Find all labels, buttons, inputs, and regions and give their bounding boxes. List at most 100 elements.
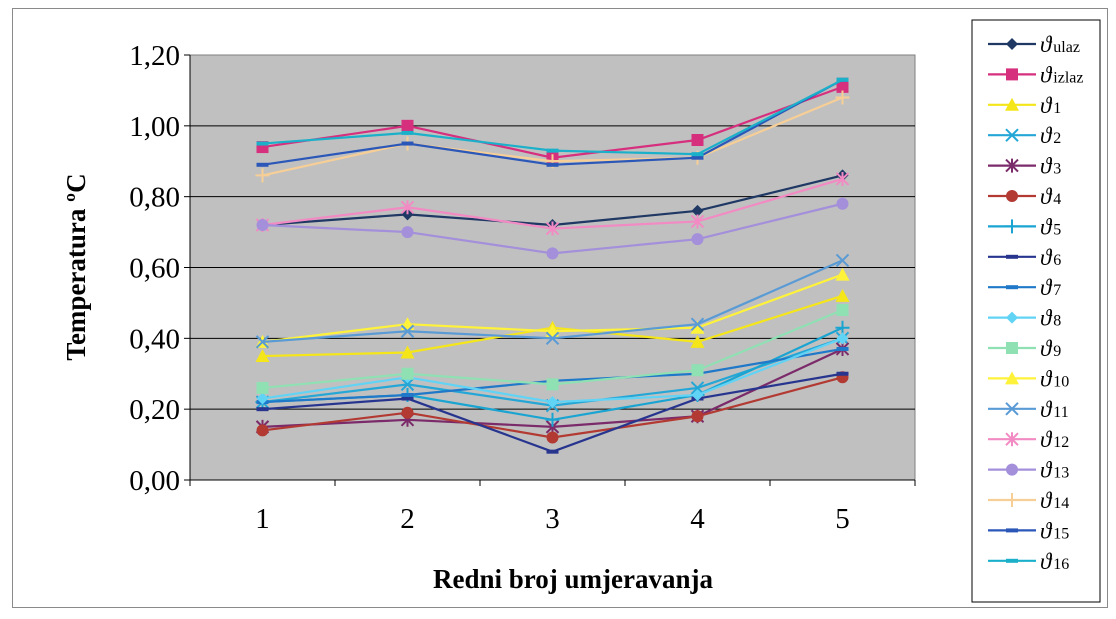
legend-item: ϑ 13: [988, 458, 1069, 483]
data-point: [401, 393, 414, 397]
data-point: [401, 119, 414, 132]
legend-label: ϑ izlaz: [1040, 62, 1084, 87]
y-tick-label: 0,60: [129, 253, 180, 285]
data-point: [401, 367, 414, 380]
legend-marker: [1006, 190, 1018, 202]
data-point: [256, 381, 269, 394]
legend-item: ϑ 14: [988, 488, 1069, 513]
data-point: [256, 219, 269, 231]
legend-marker: [1006, 285, 1018, 290]
data-point: [691, 233, 704, 246]
legend-marker: [1005, 97, 1019, 111]
legend-label: ϑ 11: [1040, 397, 1069, 422]
legend-label: ϑ ulaz: [1040, 32, 1080, 57]
data-point: [546, 162, 559, 167]
data-point: [691, 134, 704, 146]
legend-marker: [1006, 342, 1018, 354]
data-point: [546, 431, 559, 444]
legend-marker: [1005, 158, 1019, 173]
series-14: [255, 171, 850, 236]
y-tick-label: 0,20: [129, 394, 180, 426]
data-point: [691, 389, 704, 401]
y-tick-label: 0,00: [129, 465, 180, 497]
data-point: [836, 304, 849, 316]
y-tick-label: 0,80: [129, 182, 180, 214]
data-point: [690, 320, 705, 334]
data-point: [836, 371, 849, 376]
legend-label: ϑ 14: [1040, 488, 1069, 513]
data-point: [690, 381, 705, 395]
data-point: [545, 221, 560, 236]
data-point: [835, 267, 850, 281]
legend-label: ϑ 12: [1040, 427, 1069, 452]
data-point: [401, 406, 414, 419]
legend-marker: [1006, 311, 1018, 324]
legend-marker: [1006, 528, 1018, 533]
data-point: [256, 162, 269, 167]
data-point: [836, 332, 849, 345]
legend-item: ϑ izlaz: [988, 62, 1084, 87]
legend-item: ϑ 11: [988, 397, 1069, 422]
data-point: [401, 141, 414, 146]
series-layer: [255, 77, 850, 454]
data-point: [545, 412, 560, 427]
data-point: [401, 130, 414, 135]
data-point: [400, 377, 415, 392]
y-tick-label: 0,40: [129, 323, 180, 355]
legend-marker: [1006, 558, 1018, 563]
data-point: [690, 214, 705, 229]
data-point: [691, 410, 704, 423]
data-point: [400, 324, 415, 338]
legend-marker: [1005, 432, 1019, 447]
legend-marker: [1005, 219, 1019, 234]
data-point: [400, 200, 415, 215]
data-point: [836, 197, 849, 210]
data-point: [401, 226, 414, 239]
x-tick-label: 2: [400, 503, 415, 535]
data-point: [835, 171, 850, 186]
legend-marker: [1005, 371, 1019, 385]
legend-marker: [1006, 38, 1018, 50]
data-point: [400, 345, 415, 359]
data-point: [546, 247, 559, 260]
legend-label: ϑ 13: [1040, 458, 1069, 483]
series-10: [256, 332, 849, 409]
series-15: [256, 197, 849, 260]
data-point: [690, 317, 705, 331]
data-point: [836, 346, 849, 351]
data-point: [836, 77, 849, 82]
y-tick-label: 1,00: [129, 111, 180, 143]
legend-marker: [1006, 254, 1018, 259]
legend-label: ϑ 10: [1040, 366, 1069, 391]
data-point: [835, 288, 850, 302]
data-point: [546, 378, 559, 391]
legend-marker: [1006, 68, 1018, 81]
legend-marker: [1005, 402, 1019, 416]
legend-label: ϑ 16: [1040, 549, 1069, 574]
series-13: [255, 253, 850, 349]
x-tick-label: 3: [545, 503, 560, 535]
legend: ϑ ulaz ϑ izlaz ϑ 1 ϑ 2 ϑ 3 ϑ 4 ϑ 5 ϑ 6 ϑ 7 ϑ 8 ϑ 9 ϑ 10 ϑ 11 ϑ 12 ϑ 1…: [971, 19, 1101, 603]
series-6: [256, 371, 849, 444]
legend-label: ϑ 15: [1040, 518, 1069, 543]
data-point: [835, 90, 850, 105]
legend-item: ϑ 10: [988, 366, 1069, 391]
legend-marker: [1006, 463, 1018, 476]
data-point: [255, 349, 270, 363]
data-point: [691, 155, 704, 160]
